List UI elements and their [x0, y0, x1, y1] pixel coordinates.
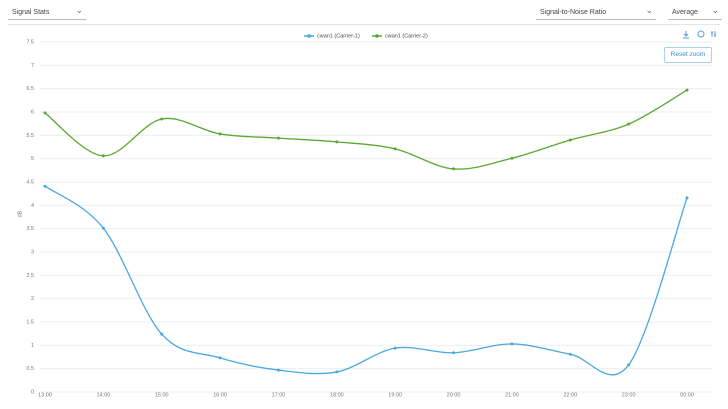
- x-tick-label: 20:00: [447, 392, 461, 398]
- x-tick-label: 16:00: [213, 392, 227, 398]
- y-tick-label: 0: [31, 389, 34, 395]
- x-tick-label: 13:00: [38, 392, 52, 398]
- y-axis-label: dB: [17, 210, 23, 217]
- point: [335, 140, 339, 144]
- x-tick-label: 19:00: [388, 392, 402, 398]
- y-tick-label: 2: [31, 296, 34, 302]
- point: [510, 156, 514, 160]
- reset-zoom-button[interactable]: Reset zoom: [664, 47, 712, 63]
- point: [276, 368, 280, 372]
- point: [43, 184, 47, 188]
- x-tick-label: 15:00: [155, 392, 169, 398]
- legend-label[interactable]: cwan1 (Carrier-1): [317, 33, 360, 39]
- y-tick-label: 5.5: [26, 133, 34, 139]
- legend-marker: [307, 34, 311, 38]
- x-tick-label: 17:00: [272, 392, 286, 398]
- point: [218, 356, 222, 360]
- point: [568, 138, 572, 142]
- x-tick-label: 18:00: [330, 392, 344, 398]
- point: [627, 363, 631, 367]
- point: [510, 342, 514, 346]
- y-tick-label: 0.5: [26, 366, 34, 372]
- y-tick-label: 5: [31, 156, 34, 162]
- point: [160, 332, 164, 336]
- legend-marker: [375, 34, 379, 38]
- point: [160, 117, 164, 121]
- series-line: [44, 89, 688, 170]
- stats-select[interactable]: Signal Stats: [8, 3, 86, 20]
- point: [335, 370, 339, 374]
- point: [627, 122, 631, 126]
- x-tick-label: 23:00: [622, 392, 636, 398]
- aggregation-select[interactable]: Average: [668, 3, 722, 20]
- point: [101, 226, 105, 230]
- x-tick-label: 14:00: [96, 392, 110, 398]
- point: [568, 352, 572, 356]
- y-tick-label: 4: [31, 203, 34, 209]
- point: [685, 196, 689, 200]
- point: [685, 88, 689, 92]
- point: [452, 351, 456, 355]
- y-tick-label: 6: [31, 109, 34, 115]
- y-tick-label: 6.5: [26, 86, 34, 92]
- series-line: [44, 185, 688, 376]
- y-tick-label: 7: [31, 63, 34, 69]
- y-tick-label: 1.5: [26, 319, 34, 325]
- point: [276, 136, 280, 140]
- toolbar-icons[interactable]: [683, 30, 716, 39]
- x-tick-label: 21:00: [505, 392, 519, 398]
- y-tick-label: 3.5: [26, 226, 34, 232]
- y-tick-label: 1: [31, 343, 34, 349]
- divider: [8, 24, 720, 25]
- legend-label[interactable]: cwan1 (Carrier-2): [385, 33, 428, 39]
- point: [393, 147, 397, 151]
- point: [452, 167, 456, 171]
- metric-select[interactable]: Signal-to-Noise Ratio: [536, 3, 656, 20]
- point: [218, 132, 222, 136]
- x-tick-label: 22:00: [563, 392, 577, 398]
- y-tick-label: 4.5: [26, 179, 34, 185]
- point: [43, 111, 47, 115]
- point: [101, 154, 105, 158]
- y-tick-label: 2.5: [26, 273, 34, 279]
- y-tick-label: 3: [31, 249, 34, 255]
- point: [393, 346, 397, 350]
- x-tick-label: 00:00: [680, 392, 694, 398]
- y-tick-label: 7.5: [26, 39, 34, 45]
